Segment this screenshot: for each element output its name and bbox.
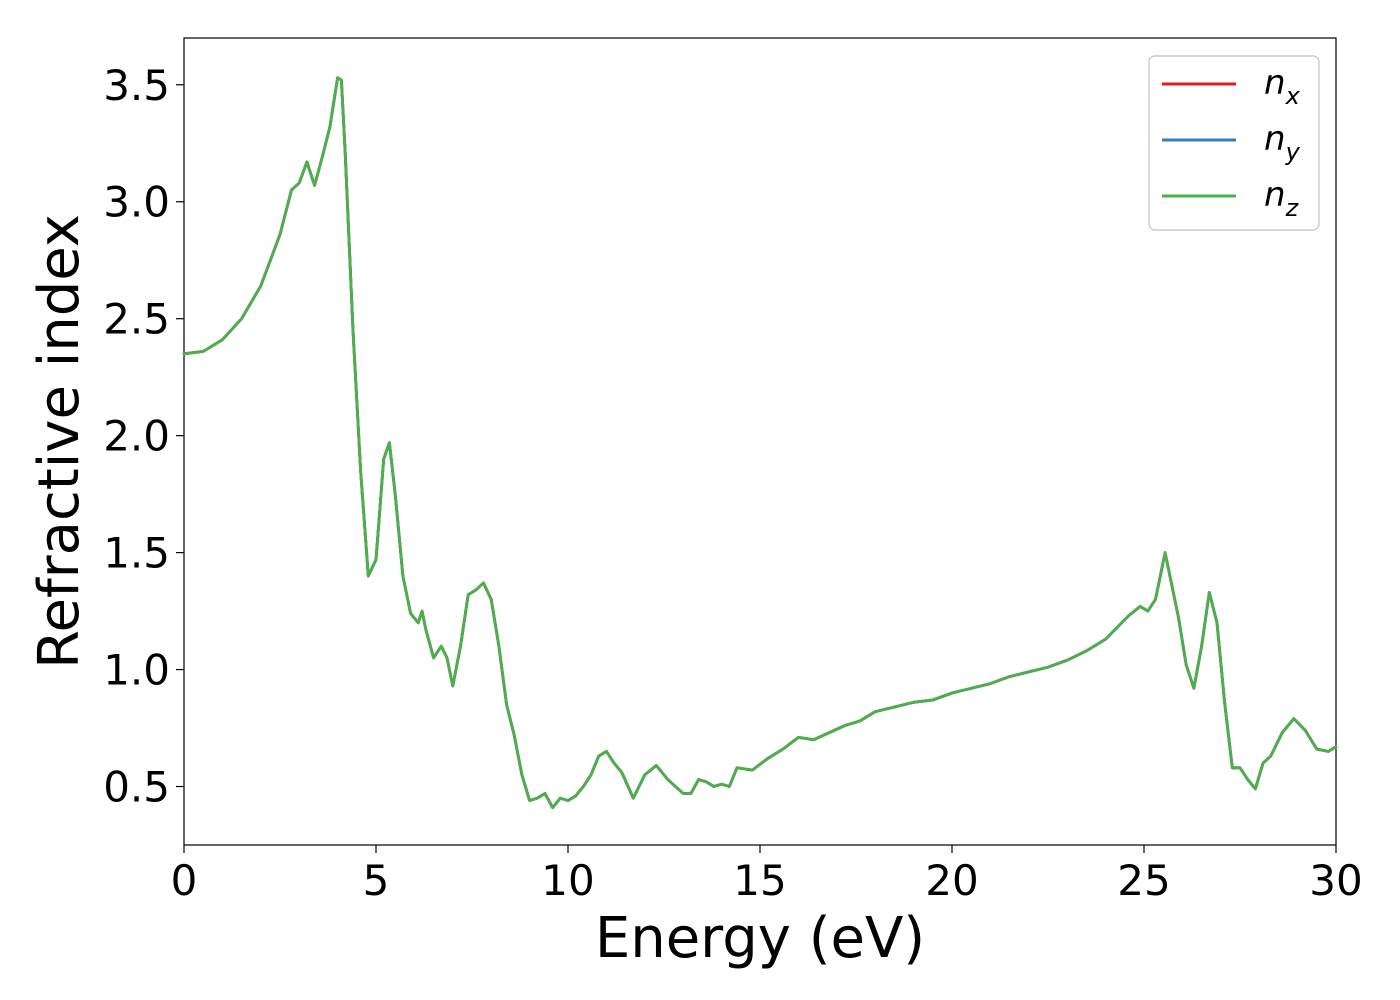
legend-label-subscript: y	[1285, 138, 1301, 166]
legend-label-subscript: x	[1285, 82, 1301, 110]
legend-label-z: nz	[1264, 175, 1300, 222]
x-tick-label: 0	[171, 856, 198, 905]
y-tick-label: 1.0	[103, 646, 170, 695]
series-line-z	[182, 76, 1338, 809]
y-tick-label: 1.5	[103, 529, 170, 578]
legend-label-base: n	[1264, 119, 1286, 159]
series-z	[182, 76, 1338, 809]
axes-layer: 0 5 10 15 20 25 30 0.5 1.0 1.5 2.0 2.5 3.0 3.5 Energy …	[27, 37, 1363, 971]
legend-label-base: n	[1264, 63, 1286, 103]
y-tick-label: 0.5	[103, 763, 170, 812]
x-axis-label: Energy (eV)	[595, 906, 925, 971]
x-tick-label: 25	[1117, 856, 1170, 905]
x-tick-label: 20	[925, 856, 978, 905]
legend-label-base: n	[1264, 175, 1286, 215]
x-tick-label: 15	[733, 856, 786, 905]
x-tick-label: 30	[1309, 856, 1362, 905]
y-tick-label: 2.0	[103, 412, 170, 461]
legend-label-x: nx	[1264, 63, 1301, 110]
legend-label-subscript: z	[1285, 194, 1300, 222]
y-tick-label: 3.5	[103, 61, 170, 110]
y-axis-label: Refractive index	[27, 214, 92, 669]
x-tick-label: 10	[541, 856, 594, 905]
x-tick-label: 5	[363, 856, 390, 905]
legend-box	[1148, 55, 1320, 231]
y-tick-label: 2.5	[103, 295, 170, 344]
series-layer	[182, 76, 1338, 809]
y-tick-label: 3.0	[103, 178, 170, 227]
legend-label-y: ny	[1264, 119, 1301, 166]
